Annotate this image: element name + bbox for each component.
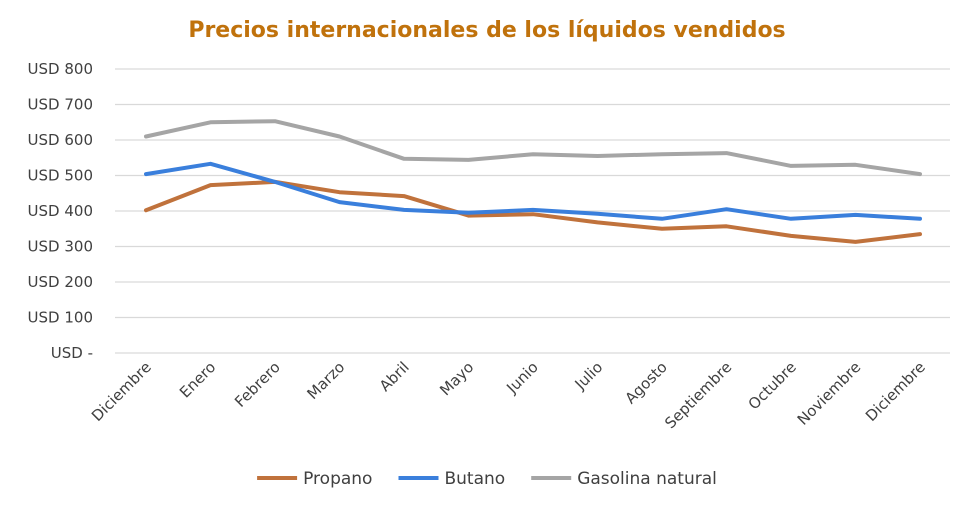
legend-item: Butano: [398, 469, 506, 489]
x-tick-label: Febrero: [231, 358, 284, 411]
y-tick-label: USD 300: [28, 238, 93, 256]
x-tick-label: Diciembre: [88, 358, 155, 425]
x-tick-label: Agosto: [621, 358, 670, 407]
y-tick-label: USD 600: [28, 131, 93, 149]
y-tick-label: USD 100: [28, 309, 93, 327]
legend-label: Propano: [303, 469, 372, 489]
x-tick-label: Junio: [502, 358, 541, 397]
legend-item: Gasolina natural: [531, 469, 717, 489]
y-tick-label: USD 700: [28, 96, 93, 114]
x-tick-label: Mayo: [436, 358, 477, 399]
x-tick-label: Abril: [376, 358, 413, 395]
legend-label: Butano: [445, 469, 506, 489]
x-tick-label: Diciembre: [862, 358, 929, 425]
legend: Propano Butano Gasolina natural: [257, 469, 717, 489]
x-tick-label: Septiembre: [661, 358, 735, 432]
x-axis-ticks: Diciembre Enero Febrero Marzo Abril Mayo Junio…: [88, 358, 929, 432]
y-axis-ticks: USD - USD 100 USD 200 USD 300 USD 400 USD 500…: [28, 60, 93, 362]
chart-title: Precios internacionales de los líquidos …: [188, 18, 785, 43]
legend-item: Propano: [257, 469, 372, 489]
y-tick-label: USD -: [51, 344, 93, 362]
y-tick-label: USD 500: [28, 167, 93, 185]
y-tick-label: USD 800: [28, 60, 93, 78]
x-tick-label: Marzo: [304, 358, 349, 403]
x-tick-label: Julio: [571, 358, 607, 394]
x-tick-label: Noviembre: [794, 358, 865, 429]
y-tick-label: USD 200: [28, 273, 93, 291]
series-lines: [144, 119, 922, 244]
x-tick-label: Enero: [176, 358, 219, 401]
series-line: [144, 119, 922, 177]
legend-label: Gasolina natural: [577, 469, 717, 489]
x-tick-label: Octubre: [745, 358, 800, 413]
y-tick-label: USD 400: [28, 202, 93, 220]
series-line: [144, 161, 922, 221]
